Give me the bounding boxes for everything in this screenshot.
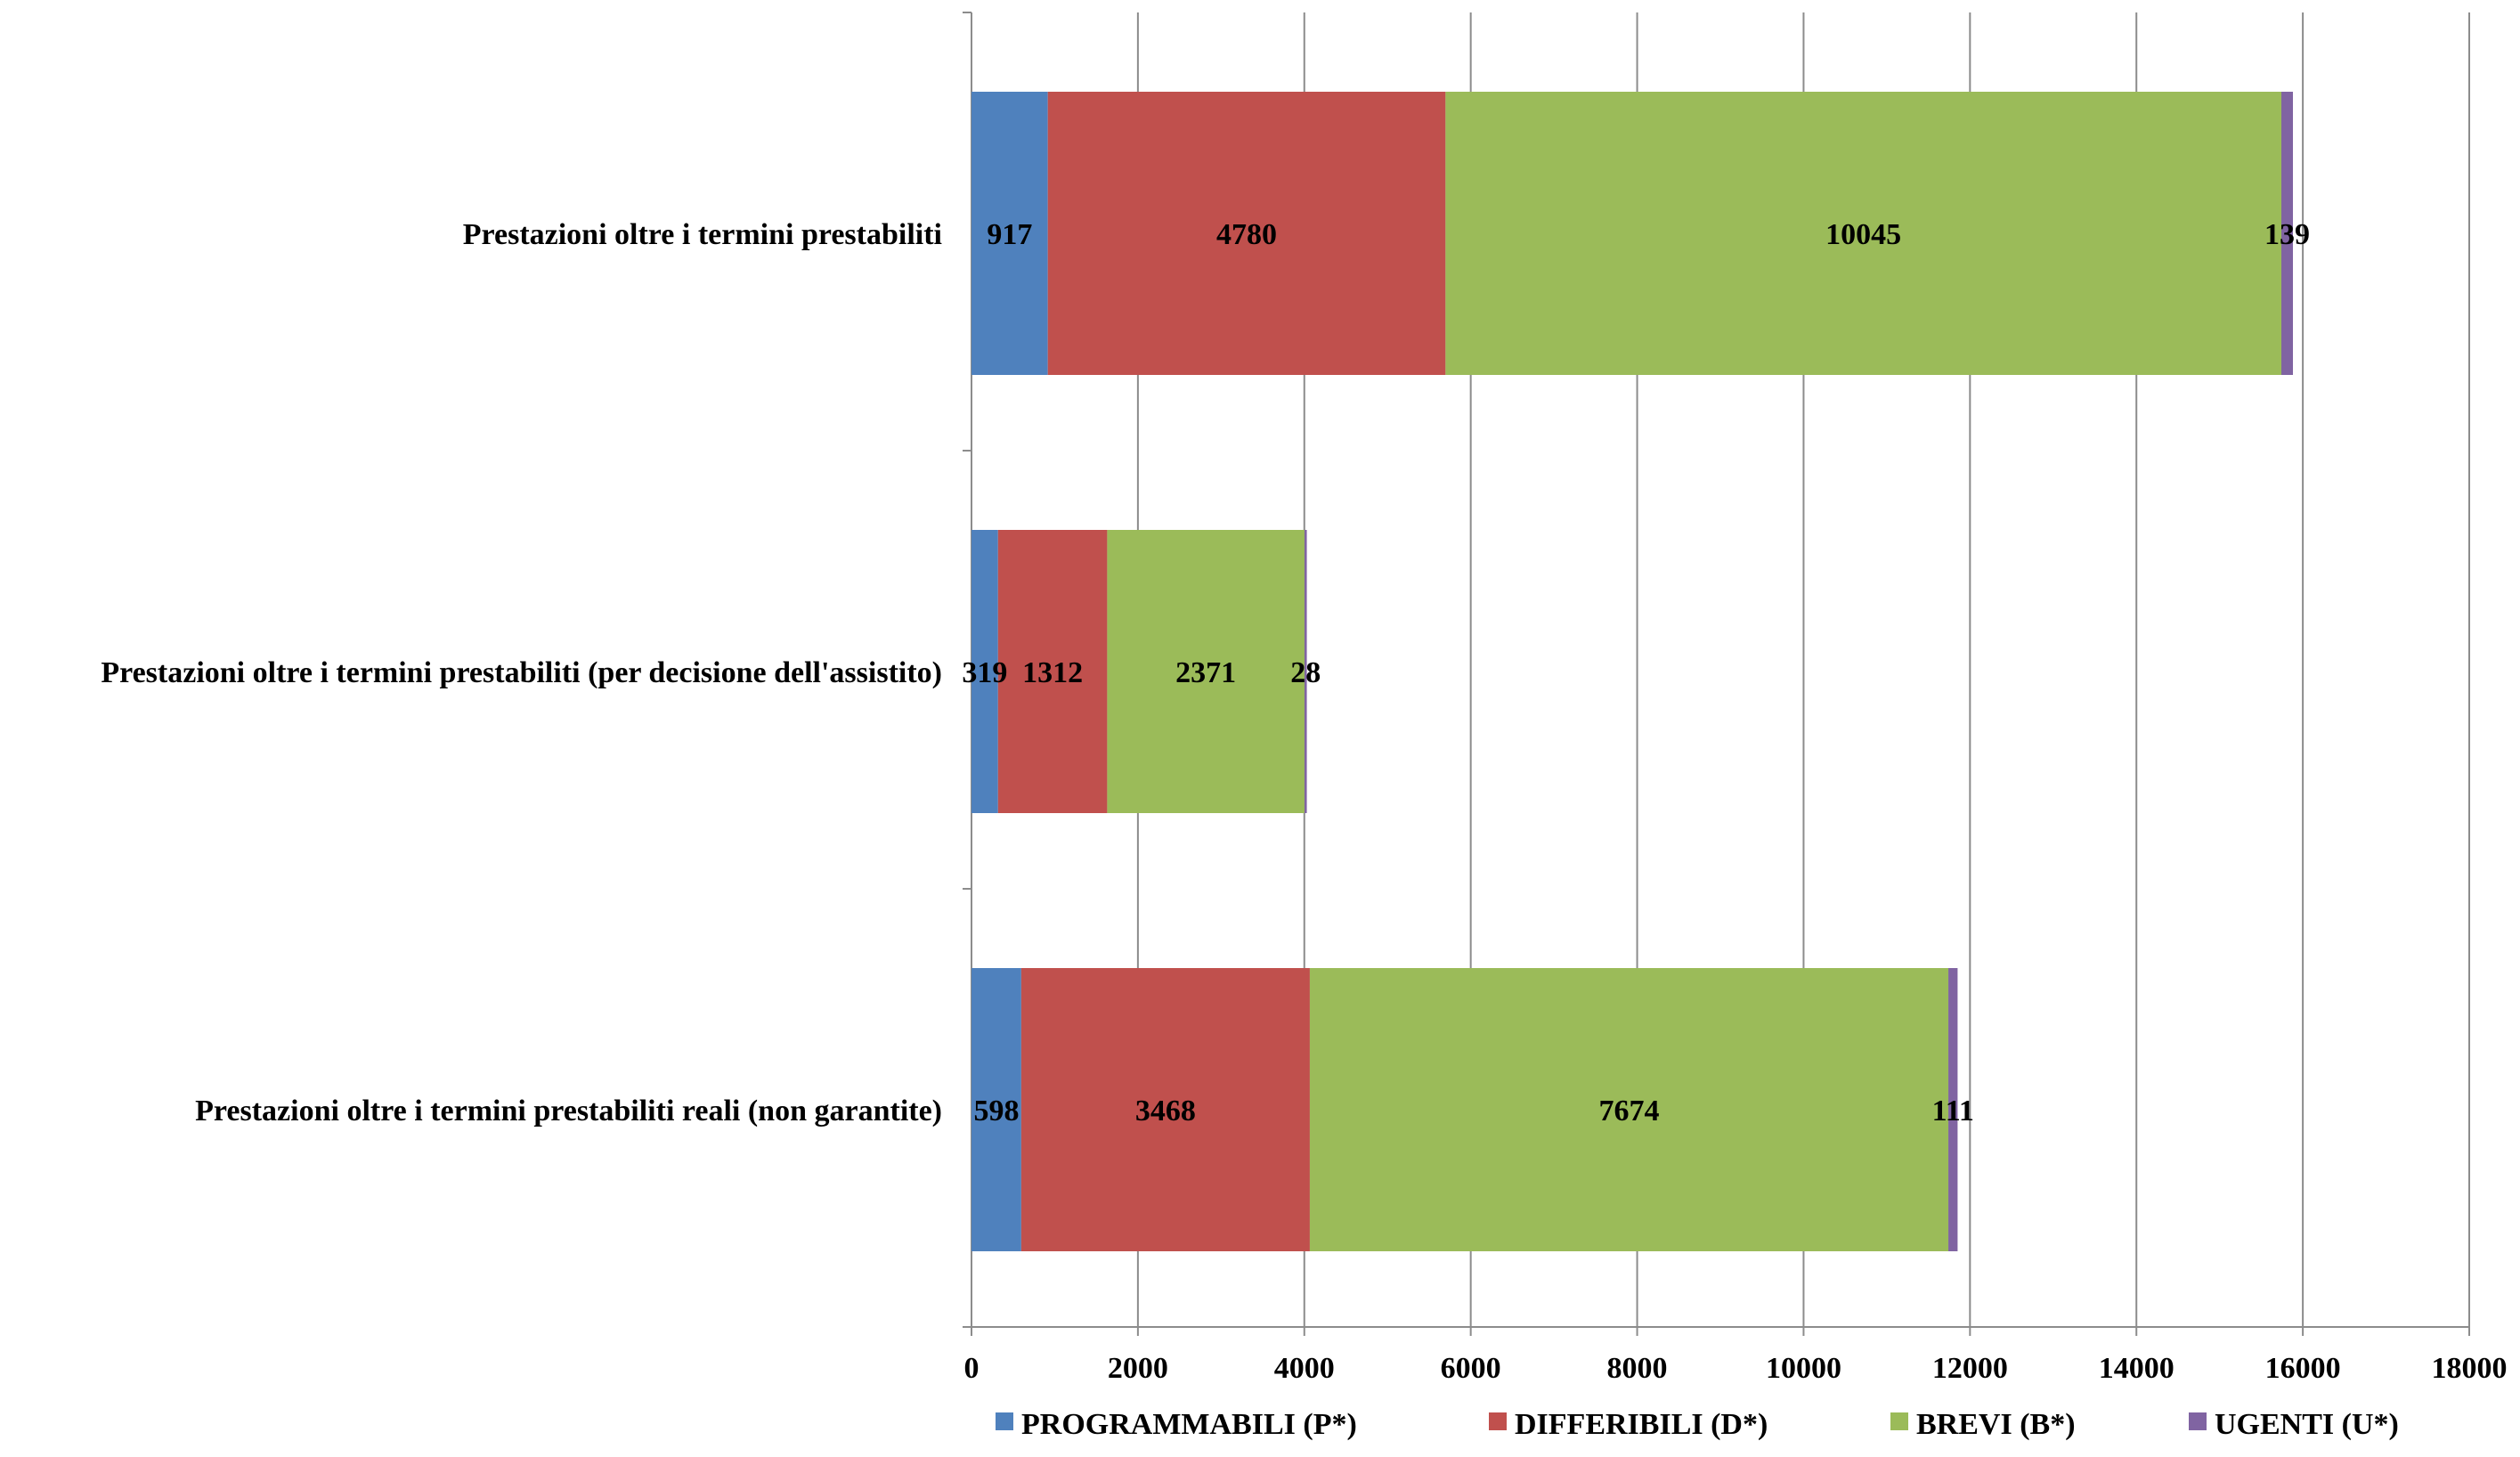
bar-1-series-2 bbox=[1107, 530, 1305, 813]
bar-1-series-0 bbox=[971, 530, 998, 813]
x-tick-label-16000: 16000 bbox=[2265, 1352, 2341, 1385]
data-label-1-3: 28 bbox=[1290, 656, 1321, 689]
bar-0-series-2 bbox=[1445, 92, 2282, 375]
x-tick-label-8000: 8000 bbox=[1607, 1352, 1668, 1385]
data-label-2-2: 7674 bbox=[1598, 1095, 1659, 1127]
legend-label-2: BREVI (B*) bbox=[1916, 1408, 2076, 1441]
legend-label-1: DIFFERIBILI (D*) bbox=[1515, 1408, 1768, 1441]
category-label-2: Prestazioni oltre i termini prestabiliti… bbox=[195, 1095, 942, 1127]
bar-2-series-2 bbox=[1309, 968, 1949, 1251]
bar-0-series-1 bbox=[1047, 92, 1446, 375]
x-tick-label-6000: 6000 bbox=[1441, 1352, 1501, 1385]
data-label-2-0: 598 bbox=[973, 1095, 1019, 1127]
x-tick-label-14000: 14000 bbox=[2099, 1352, 2175, 1385]
data-label-1-1: 1312 bbox=[1022, 656, 1083, 689]
data-label-0-2: 10045 bbox=[1825, 218, 1901, 251]
bar-0-series-0 bbox=[971, 92, 1048, 375]
bar-2-series-0 bbox=[971, 968, 1021, 1251]
legend-swatch-2 bbox=[1890, 1412, 1908, 1430]
bar-1-series-1 bbox=[997, 530, 1108, 813]
x-tick-labels: 0 2000 4000 6000 8000 10000 12000 14000 16000 180… bbox=[964, 1352, 2508, 1385]
legend-label-3: UGENTI (U*) bbox=[2215, 1408, 2399, 1441]
data-label-0-1: 4780 bbox=[1216, 218, 1277, 251]
bar-2-series-1 bbox=[1020, 968, 1310, 1251]
bar-2-series-3 bbox=[1948, 968, 1958, 1251]
data-label-2-1: 3468 bbox=[1135, 1095, 1196, 1127]
data-labels: 917 4780 10045 139 319 1312 2371 28 598 3468 7674 1… bbox=[962, 218, 2310, 1127]
x-tick-label-0: 0 bbox=[964, 1352, 980, 1385]
category-label-1: Prestazioni oltre i termini prestabiliti… bbox=[101, 656, 942, 689]
x-tick-label-18000: 18000 bbox=[2432, 1352, 2508, 1385]
legend: PROGRAMMABILI (P*) DIFFERIBILI (D*) BREVI … bbox=[996, 1408, 2399, 1441]
x-tick-label-10000: 10000 bbox=[1766, 1352, 1841, 1385]
bar-1-series-3 bbox=[1304, 530, 1307, 813]
data-label-0-0: 917 bbox=[987, 218, 1032, 251]
data-label-1-2: 2371 bbox=[1175, 656, 1236, 689]
category-label-0: Prestazioni oltre i termini prestabiliti bbox=[463, 218, 942, 251]
bar-0-series-3 bbox=[2281, 92, 2293, 375]
x-tick-label-4000: 4000 bbox=[1274, 1352, 1335, 1385]
data-label-1-0: 319 bbox=[962, 656, 1007, 689]
legend-swatch-0 bbox=[996, 1412, 1013, 1430]
legend-label-0: PROGRAMMABILI (P*) bbox=[1021, 1408, 1357, 1441]
data-label-2-3: 111 bbox=[1932, 1095, 1974, 1127]
legend-swatch-1 bbox=[1489, 1412, 1507, 1430]
bars bbox=[971, 92, 2293, 1251]
category-labels: Prestazioni oltre i termini prestabiliti… bbox=[101, 218, 942, 1127]
x-tick-label-2000: 2000 bbox=[1108, 1352, 1168, 1385]
x-tick-label-12000: 12000 bbox=[1932, 1352, 2008, 1385]
legend-swatch-3 bbox=[2189, 1412, 2207, 1430]
data-label-0-3: 139 bbox=[2264, 218, 2310, 251]
